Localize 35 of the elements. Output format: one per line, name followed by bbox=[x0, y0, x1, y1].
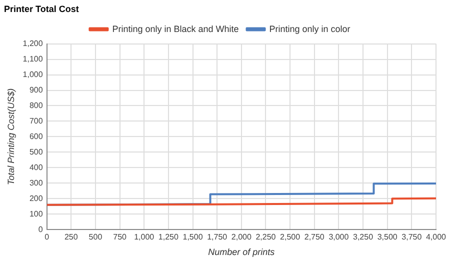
x-tick-label: 3,250 bbox=[353, 232, 374, 242]
chart-title: Printer Total Cost bbox=[4, 4, 79, 14]
y-tick-label: 600 bbox=[29, 132, 44, 141]
y-tick-label: 0 bbox=[38, 224, 44, 234]
x-tick-label: 2,500 bbox=[280, 232, 301, 242]
x-tick-label: 3,000 bbox=[328, 232, 350, 242]
x-tick-label: 750 bbox=[113, 232, 128, 242]
x-axis-title: Number of prints bbox=[208, 247, 276, 258]
y-tick-label: 1,000 bbox=[22, 70, 44, 79]
x-tick-label: 500 bbox=[88, 232, 103, 242]
x-tick-label: 2,250 bbox=[256, 232, 276, 242]
y-tick-label: 200 bbox=[29, 194, 44, 203]
y-tick-label: 900 bbox=[29, 85, 44, 94]
legend-label: Printing only in Black and White bbox=[112, 24, 239, 34]
y-tick-label: 1,100 bbox=[22, 54, 44, 64]
y-tick-label: 700 bbox=[29, 116, 44, 126]
y-tick-label: 1,200 bbox=[22, 39, 44, 48]
y-tick-label: 100 bbox=[29, 209, 44, 218]
x-tick-label: 250 bbox=[64, 232, 78, 242]
x-tick-label: 3,500 bbox=[377, 232, 398, 242]
x-tick-label: 1,000 bbox=[134, 232, 155, 242]
legend-label: Printing only in color bbox=[269, 24, 350, 34]
x-tick-label: 1,500 bbox=[182, 232, 204, 242]
y-tick-label: 500 bbox=[29, 147, 44, 156]
y-tick-label: 800 bbox=[29, 100, 44, 110]
x-tick-label: 1,250 bbox=[158, 232, 179, 242]
x-tick-label: 2,000 bbox=[231, 232, 252, 242]
y-tick-label: 400 bbox=[29, 162, 44, 172]
y-axis-title: Total Printing Cost(US$) bbox=[6, 88, 16, 186]
x-tick-label: 3,750 bbox=[402, 232, 422, 242]
x-tick-label: 1,750 bbox=[207, 232, 228, 242]
x-tick-label: 0 bbox=[44, 232, 50, 242]
x-tick-label: 2,750 bbox=[304, 232, 325, 242]
y-tick-label: 300 bbox=[29, 178, 44, 188]
x-tick-label: 4,000 bbox=[426, 232, 447, 242]
